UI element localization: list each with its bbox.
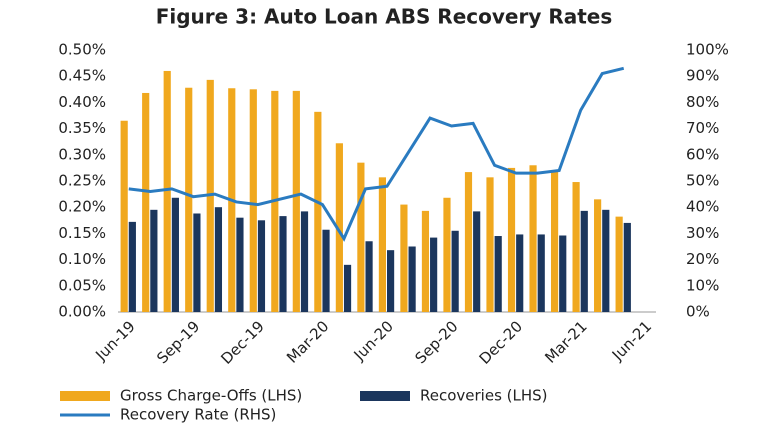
chart-title: Figure 3: Auto Loan ABS Recovery Rates	[156, 5, 613, 29]
y2-tick-label: 100%	[686, 41, 729, 59]
y2-tick-label: 80%	[686, 93, 719, 111]
bar	[322, 229, 330, 312]
bar	[292, 90, 300, 312]
bar	[464, 172, 473, 312]
bar	[236, 217, 244, 312]
y2-tick-label: 20%	[686, 250, 719, 268]
bar	[400, 204, 408, 312]
x-tick-label: Dec-19	[217, 317, 268, 368]
bar	[516, 234, 524, 312]
bar	[443, 197, 451, 312]
y-tick-label: 0.05%	[58, 276, 106, 294]
bar	[507, 167, 516, 312]
y-tick-label: 0.50%	[58, 41, 106, 59]
x-tick-label: Jun-19	[91, 317, 138, 364]
bar	[602, 209, 610, 312]
bar	[473, 211, 481, 312]
bar	[486, 177, 494, 312]
y2-tick-label: 70%	[686, 119, 719, 137]
legend-swatch	[360, 391, 410, 401]
bar	[214, 207, 223, 312]
y-tick-label: 0.20%	[58, 198, 106, 216]
bar	[421, 210, 430, 312]
bar	[451, 230, 459, 312]
x-tick-label: Sep-19	[153, 317, 203, 367]
bar	[314, 111, 322, 312]
y2-tick-label: 0%	[686, 303, 710, 321]
bar	[185, 87, 193, 312]
y2-tick-label: 60%	[686, 145, 719, 163]
y-tick-label: 0.15%	[58, 224, 106, 242]
x-tick-label: Dec-20	[476, 317, 527, 368]
bar	[335, 143, 343, 312]
bar	[300, 211, 309, 312]
x-tick-label: Mar-20	[283, 317, 332, 366]
x-tick-label: Mar-21	[541, 317, 590, 366]
bar	[128, 221, 136, 312]
bar	[408, 246, 416, 312]
y2-tick-label: 40%	[686, 198, 719, 216]
bar	[572, 182, 580, 312]
y2-tick-label: 50%	[686, 172, 719, 190]
y-tick-label: 0.30%	[58, 145, 106, 163]
bar	[257, 220, 266, 312]
y2-tick-label: 30%	[686, 224, 719, 242]
bar	[559, 235, 567, 312]
y2-tick-label: 10%	[686, 276, 719, 294]
bar	[615, 216, 623, 312]
y-tick-label: 0.00%	[58, 303, 106, 321]
bar	[171, 197, 179, 312]
y-tick-label: 0.45%	[58, 67, 106, 85]
bar	[594, 199, 602, 312]
legend-swatch	[60, 391, 110, 401]
bar	[529, 165, 537, 312]
bar	[365, 241, 373, 312]
bar	[550, 170, 559, 312]
bar	[163, 70, 171, 313]
x-tick-label: Jun-20	[350, 317, 397, 364]
x-tick-label: Jun-21	[608, 317, 655, 364]
x-tick-label: Sep-20	[412, 317, 462, 367]
bar	[193, 213, 201, 312]
bar	[430, 237, 438, 312]
bar	[537, 234, 545, 312]
y-tick-label: 0.10%	[58, 250, 106, 268]
bar	[580, 210, 588, 312]
bar	[357, 162, 365, 312]
bar	[279, 216, 287, 312]
bar	[120, 120, 128, 313]
legend-label: Recovery Rate (RHS)	[120, 406, 276, 424]
bar	[142, 92, 150, 312]
y2-tick-label: 90%	[686, 67, 719, 85]
bar	[343, 264, 352, 312]
bar	[387, 250, 395, 312]
y-tick-label: 0.40%	[58, 93, 106, 111]
y-tick-label: 0.35%	[58, 119, 106, 137]
bar	[150, 209, 158, 312]
line	[128, 66, 625, 242]
bar	[494, 236, 502, 312]
y-tick-label: 0.25%	[58, 172, 106, 190]
bar	[378, 177, 386, 312]
bar	[623, 222, 631, 312]
bar	[249, 89, 257, 312]
legend-label: Gross Charge-Offs (LHS)	[120, 387, 302, 405]
legend-label: Recoveries (LHS)	[420, 387, 548, 405]
